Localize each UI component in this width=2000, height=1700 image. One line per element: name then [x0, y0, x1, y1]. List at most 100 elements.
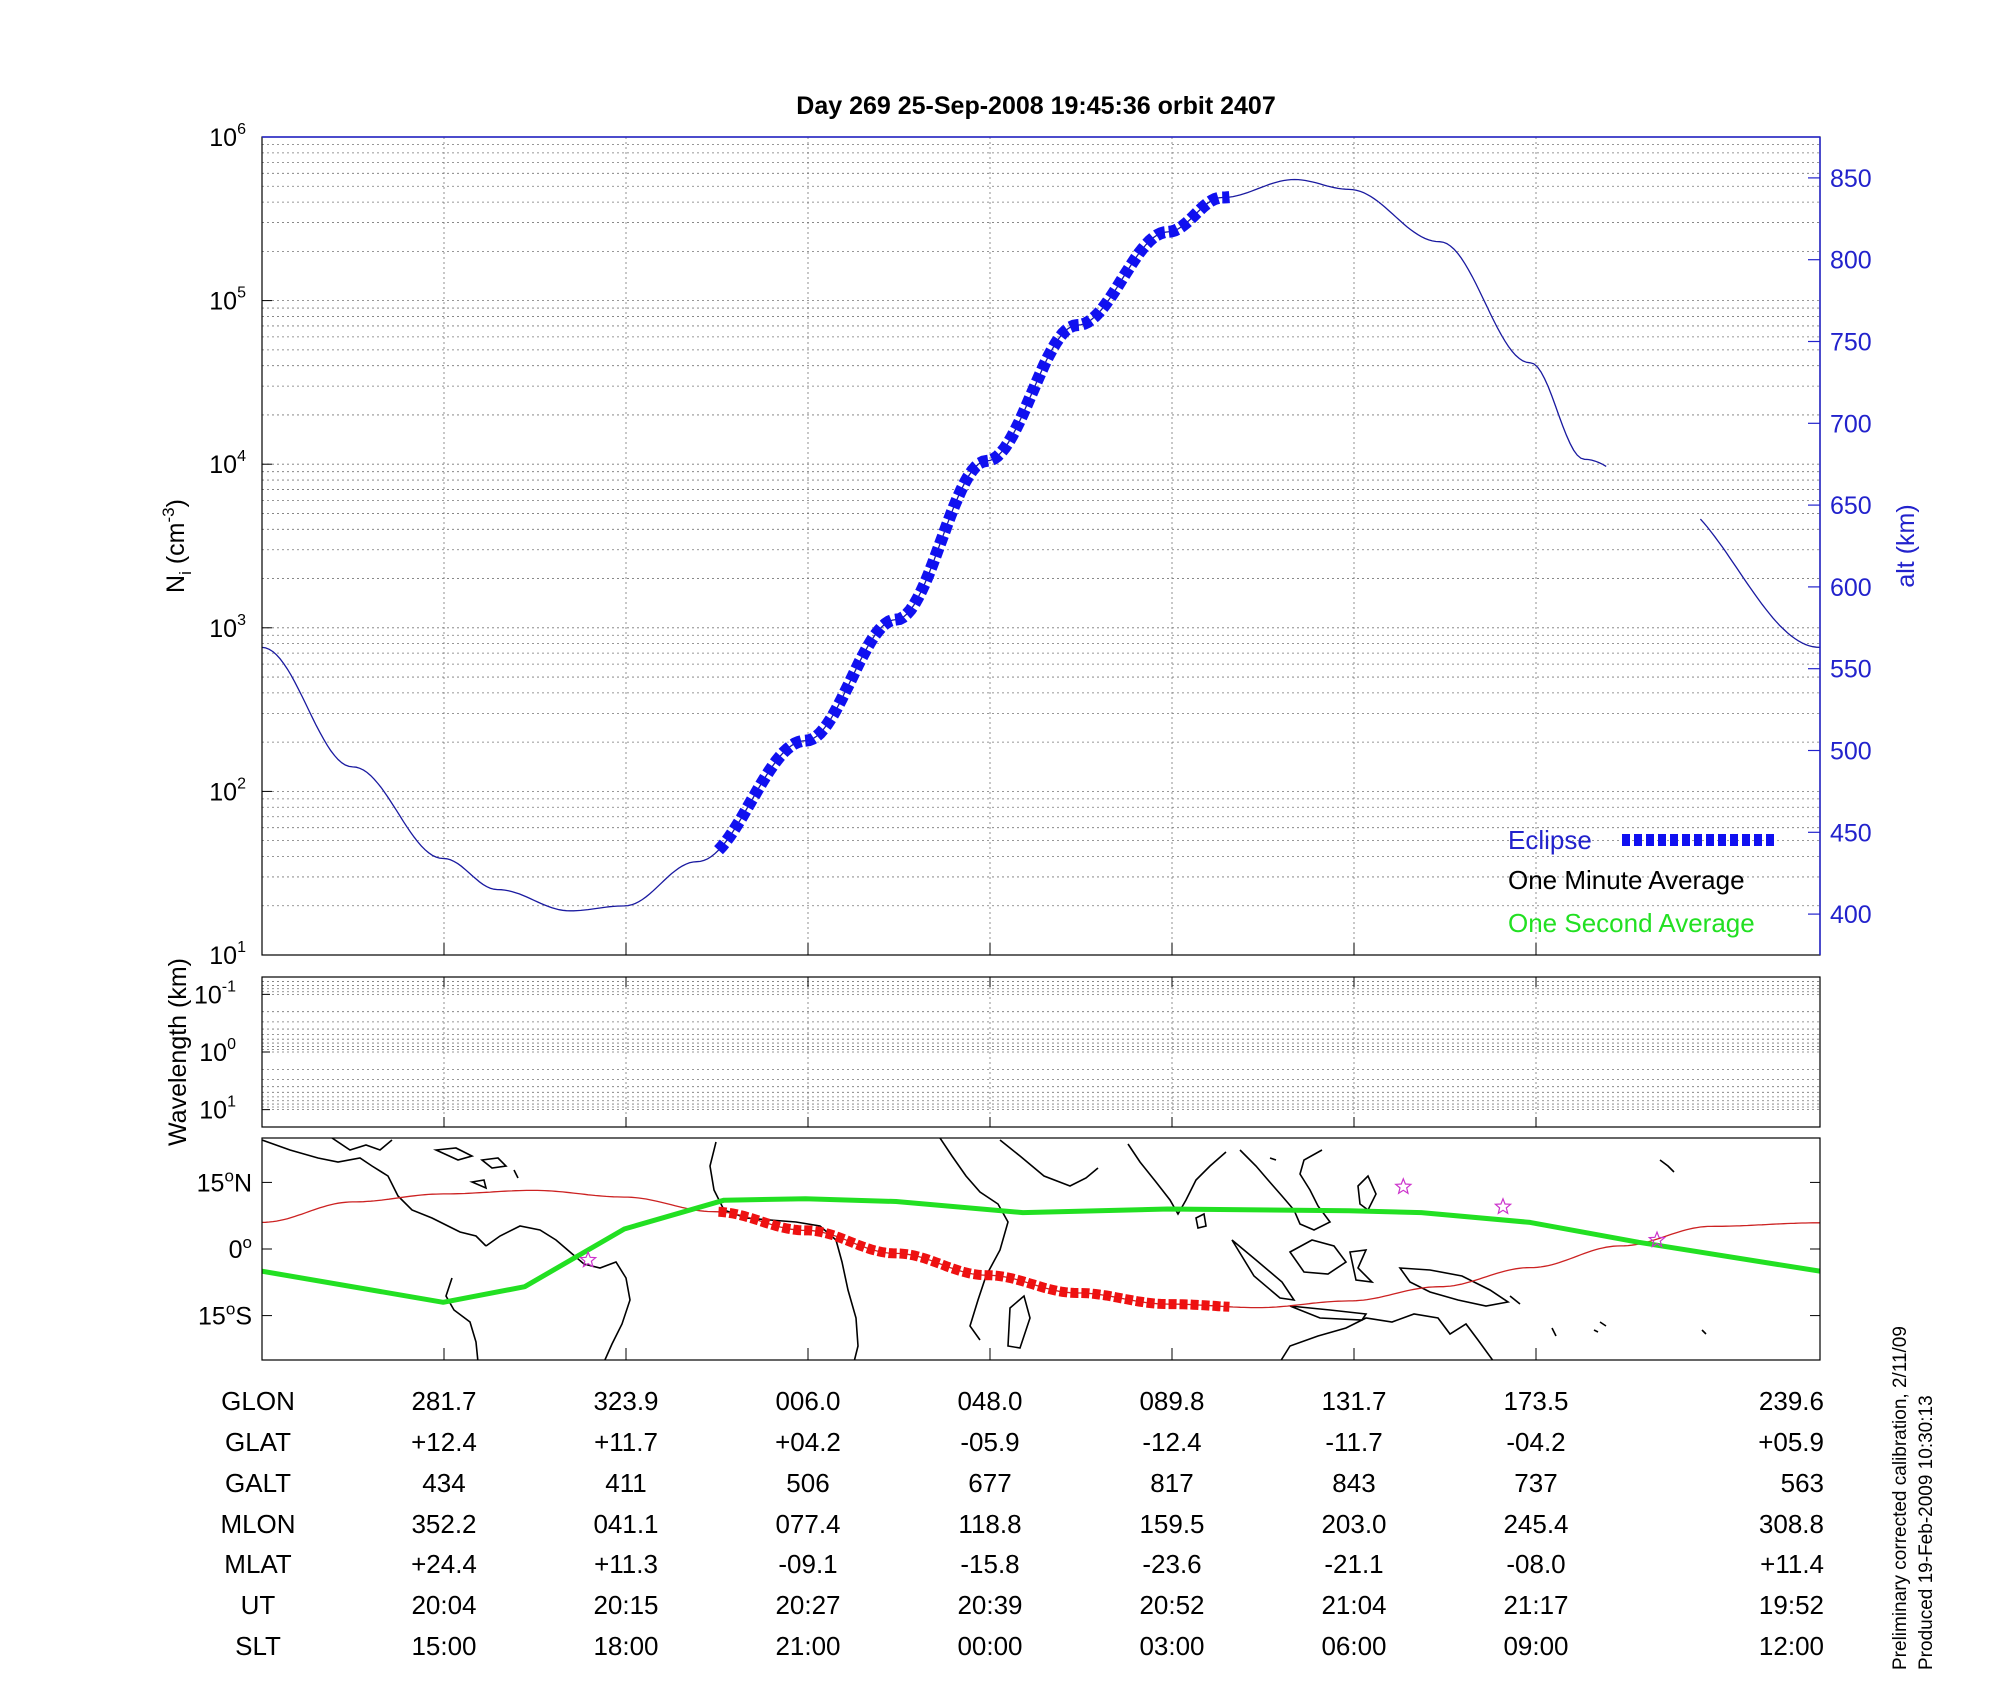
magnetic-equator-line	[262, 1196, 1820, 1305]
lat-tick-label: 15oN	[197, 1166, 252, 1197]
table-row-label: GALT	[225, 1468, 291, 1498]
table-cell: +04.2	[775, 1427, 841, 1457]
table-cell: 281.7	[411, 1386, 476, 1416]
table-cell: +24.4	[411, 1549, 477, 1579]
right-tick-label: 600	[1830, 574, 1872, 602]
table-cell: 20:15	[593, 1590, 658, 1620]
table-cell: +11.3	[594, 1549, 658, 1579]
table-cell: 077.4	[775, 1509, 840, 1539]
left-axis-label-subscript: i	[176, 571, 195, 575]
right-tick-label: 400	[1830, 901, 1872, 929]
table-cell: 411	[605, 1468, 646, 1498]
table-cell: +11.7	[594, 1427, 658, 1457]
star-marker	[578, 1250, 598, 1268]
left-tick-exp: 6	[237, 121, 246, 138]
table-cell: 677	[968, 1468, 1011, 1498]
coastline-sumatra	[1231, 1239, 1296, 1302]
coastline-new-guinea	[1398, 1267, 1511, 1307]
table-row-label: MLON	[220, 1509, 295, 1539]
table-row-label: SLT	[235, 1631, 281, 1661]
table-cell: 159.5	[1139, 1509, 1204, 1539]
table-cell: 173.5	[1503, 1386, 1568, 1416]
left-tick-label: 103	[209, 612, 246, 643]
lat-tick-label: 15oS	[198, 1300, 252, 1331]
left-axis-label-spacer	[162, 564, 190, 571]
left-tick-exp: 5	[237, 285, 246, 302]
left-tick-base: 10	[209, 451, 237, 479]
table-cell: 131.7	[1321, 1386, 1386, 1416]
left-tick-base: 10	[209, 778, 237, 806]
lat-tick-num: 0	[229, 1236, 243, 1264]
left-axis-label: Ni (cm-3)	[159, 499, 195, 593]
coastline-caribbean-4	[513, 1169, 519, 1179]
coastline-madagascar	[1007, 1294, 1031, 1349]
wavelength-tick-base: 10	[194, 981, 222, 1009]
table-cell: 06:00	[1321, 1631, 1386, 1661]
left-tick-label: 101	[209, 939, 246, 970]
table-cell: 006.0	[775, 1386, 840, 1416]
table-cell: 21:00	[775, 1631, 840, 1661]
ephemeris-table: GLON GLAT GALT MLON MLAT UT SLT 281.7 +12.4 434 3…	[220, 1386, 1824, 1661]
left-axis-label-symbol: N	[162, 575, 190, 593]
coastline-borneo	[1288, 1239, 1348, 1275]
eclipse-ground-track-line	[718, 1206, 1230, 1312]
lat-tick-label: 0o	[229, 1233, 252, 1264]
coastline-arabia	[999, 1139, 1099, 1187]
coastline-central-america	[262, 1139, 487, 1247]
table-cell: 203.0	[1321, 1509, 1386, 1539]
lat-tick-hemisphere: N	[234, 1169, 252, 1197]
table-cell: 21:04	[1321, 1590, 1386, 1620]
density-x-ticks	[443, 943, 1537, 955]
table-cell: 00:00	[957, 1631, 1022, 1661]
coastline-gulf	[331, 1138, 393, 1151]
lat-tick-degree: o	[243, 1233, 252, 1252]
table-cell: -04.2	[1506, 1427, 1565, 1457]
wavelength-tick-base: 10	[199, 1039, 227, 1067]
coastline-india	[1127, 1143, 1227, 1216]
star-marker	[1493, 1197, 1513, 1215]
left-tick-exp: 4	[237, 448, 246, 465]
table-cell: 12:00	[1759, 1631, 1824, 1661]
table-cell: 21:17	[1503, 1590, 1568, 1620]
table-cell: +11.4	[1760, 1549, 1824, 1579]
star-marker	[1394, 1177, 1413, 1195]
wavelength-tick-exp: 0	[227, 1036, 236, 1053]
left-tick-label: 102	[209, 775, 246, 806]
table-cell: 20:39	[957, 1590, 1022, 1620]
table-cell: -11.7	[1325, 1427, 1382, 1457]
coastline-fiji	[1599, 1321, 1607, 1327]
right-tick-label: 800	[1830, 247, 1872, 275]
table-row-label: GLAT	[225, 1427, 291, 1457]
star-marker	[1647, 1230, 1667, 1248]
coastline-caribbean-1	[432, 1147, 475, 1161]
table-cell: 239.6	[1759, 1386, 1824, 1416]
coastlines	[262, 1138, 1707, 1360]
table-cell: 041.1	[593, 1509, 658, 1539]
left-axis-label-unit: (cm	[162, 523, 190, 565]
chart-title: Day 269 25-Sep-2008 19:45:36 orbit 2407	[796, 92, 1275, 120]
eclipse-series	[714, 191, 1230, 855]
right-tick-label: 550	[1830, 656, 1872, 684]
wavelength-tick-label: 100	[199, 1036, 236, 1067]
table-cell: 843	[1332, 1468, 1375, 1498]
lat-tick-num: 15	[198, 1303, 226, 1331]
map-axes-frame	[261, 1137, 1821, 1361]
coastline-hawaii	[1659, 1159, 1675, 1173]
map-content	[262, 1138, 1820, 1360]
calibration-note: Preliminary corrected calibration, 2/11/…	[1890, 1326, 1911, 1670]
legend-eclipse-label: Eclipse	[1508, 825, 1592, 855]
altitude-series	[261, 178, 1821, 912]
coastline-se-asia	[1239, 1149, 1332, 1231]
lat-tick-num: 15	[197, 1169, 225, 1197]
table-row-label: UT	[241, 1590, 276, 1620]
density-right-ticks: 400 450 500 550 600 650 700 750 800 850	[1808, 165, 1872, 929]
wavelength-gridlines	[262, 976, 1820, 1128]
table-row-labels: GLON GLAT GALT MLON MLAT UT SLT	[220, 1386, 295, 1661]
coastline-vanuatu	[1551, 1327, 1557, 1337]
table-cell: 19:52	[1759, 1590, 1824, 1620]
right-tick-label: 700	[1830, 410, 1872, 438]
wavelength-tick-exp: -1	[222, 978, 236, 995]
